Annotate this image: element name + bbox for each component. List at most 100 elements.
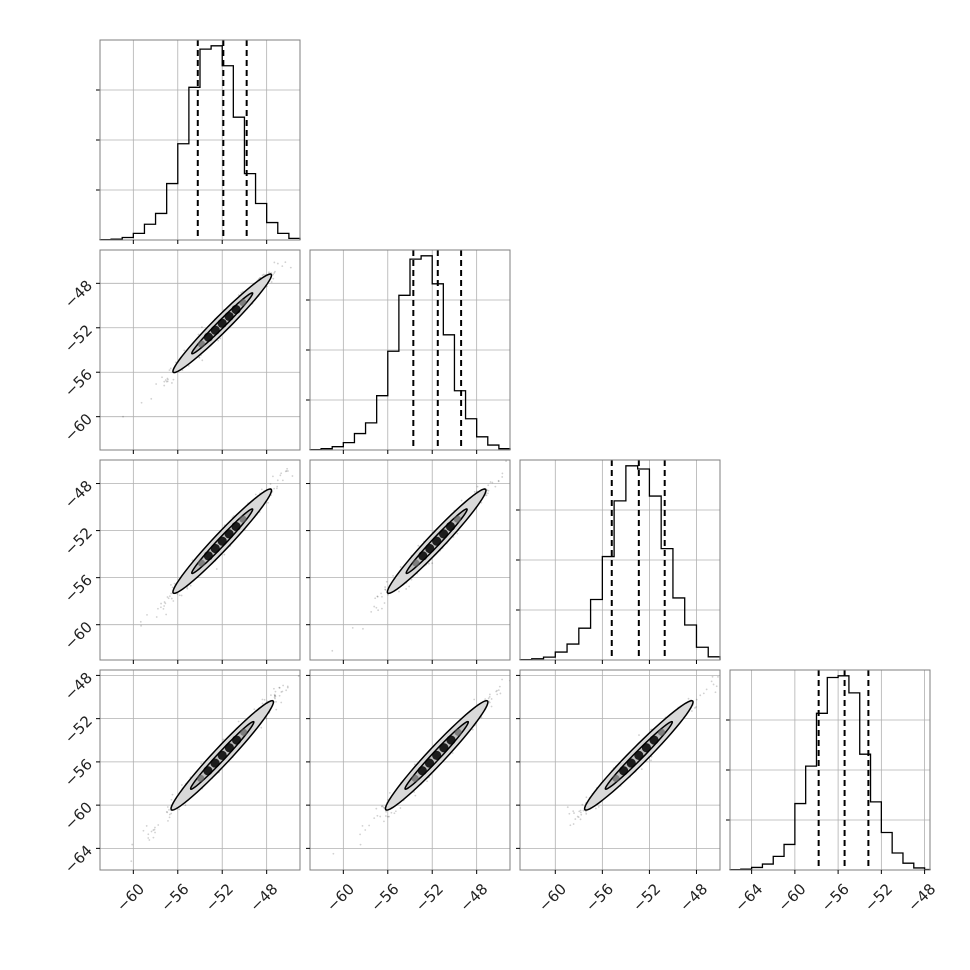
sample-point bbox=[167, 597, 170, 600]
y-tick-label: −60 bbox=[61, 410, 96, 445]
sample-point bbox=[480, 501, 483, 504]
sample-point bbox=[299, 246, 301, 248]
density-blob bbox=[453, 515, 462, 523]
density-blob bbox=[210, 325, 220, 335]
sample-point bbox=[170, 798, 173, 801]
sample-point bbox=[585, 812, 588, 815]
sample-point bbox=[471, 728, 474, 731]
sample-point bbox=[714, 691, 717, 694]
sample-point bbox=[165, 380, 168, 383]
sample-point bbox=[487, 492, 489, 495]
x-tick-label: −48 bbox=[904, 880, 939, 915]
sample-point bbox=[272, 273, 274, 276]
sample-point bbox=[165, 810, 168, 813]
histogram-steps bbox=[309, 255, 511, 451]
sample-point bbox=[142, 829, 145, 832]
sample-point bbox=[168, 808, 170, 811]
sample-point bbox=[581, 803, 584, 806]
sample-point bbox=[272, 277, 275, 280]
density-core bbox=[197, 298, 247, 348]
sample-point bbox=[725, 669, 727, 671]
sample-point bbox=[201, 359, 204, 362]
sample-point bbox=[168, 595, 171, 597]
sample-point bbox=[579, 818, 582, 821]
sample-point bbox=[572, 810, 575, 813]
sample-point bbox=[171, 586, 174, 589]
sample-point bbox=[260, 488, 263, 491]
sample-point bbox=[278, 686, 281, 689]
sample-point bbox=[273, 693, 276, 696]
sample-point bbox=[473, 698, 476, 701]
y-tick-label: −60 bbox=[61, 798, 96, 833]
sample-point bbox=[495, 690, 498, 693]
sample-point bbox=[594, 807, 597, 810]
sample-point bbox=[180, 784, 183, 786]
sample-point bbox=[280, 701, 283, 704]
sample-point bbox=[585, 796, 588, 799]
x-tick-label: −56 bbox=[367, 880, 402, 915]
sample-point bbox=[163, 601, 166, 603]
sample-point bbox=[568, 812, 571, 815]
sample-point bbox=[276, 479, 279, 482]
sample-point bbox=[273, 272, 276, 274]
panel-frame bbox=[309, 249, 511, 451]
sample-point bbox=[376, 814, 379, 817]
panel-frame bbox=[99, 39, 301, 241]
sample-point bbox=[414, 794, 417, 797]
panel-content bbox=[122, 246, 304, 418]
sample-point bbox=[274, 694, 276, 697]
x-tick-label: −56 bbox=[157, 880, 192, 915]
sample-point bbox=[388, 815, 390, 818]
sample-point bbox=[577, 816, 580, 819]
sample-point bbox=[579, 811, 582, 814]
sample-point bbox=[383, 820, 385, 823]
sample-point bbox=[578, 810, 581, 813]
sample-point bbox=[498, 685, 501, 688]
histogram-panel-3 bbox=[516, 459, 721, 664]
sample-point bbox=[302, 252, 304, 254]
sample-point bbox=[417, 544, 420, 547]
density-blob bbox=[231, 735, 242, 745]
sample-point bbox=[694, 707, 696, 709]
panel-content bbox=[331, 460, 515, 652]
sample-point bbox=[491, 481, 494, 484]
density-core bbox=[197, 515, 247, 567]
sample-point bbox=[280, 472, 283, 475]
sample-point bbox=[278, 694, 281, 697]
sample-point bbox=[166, 806, 169, 808]
density-blob bbox=[445, 521, 456, 532]
sample-point bbox=[393, 812, 396, 815]
density-blob bbox=[239, 298, 247, 307]
density-blob bbox=[438, 529, 449, 539]
sample-point bbox=[140, 401, 143, 404]
sample-point bbox=[273, 687, 275, 690]
sample-point bbox=[286, 686, 289, 689]
sample-point bbox=[262, 273, 265, 276]
sample-point bbox=[488, 693, 491, 696]
density-blob bbox=[197, 774, 205, 783]
sample-point bbox=[168, 816, 171, 819]
sample-point bbox=[497, 689, 500, 692]
sample-point bbox=[387, 593, 389, 596]
sample-point bbox=[308, 664, 310, 666]
sample-point bbox=[276, 485, 279, 488]
sample-point bbox=[490, 698, 493, 700]
sample-point bbox=[513, 463, 515, 465]
y-tick-label: −48 bbox=[61, 669, 96, 704]
sample-point bbox=[384, 588, 387, 591]
sample-point bbox=[153, 828, 156, 831]
sample-point bbox=[359, 843, 362, 846]
sample-point bbox=[261, 698, 264, 701]
sample-point bbox=[373, 817, 376, 819]
sample-point bbox=[139, 620, 142, 623]
sample-point bbox=[382, 806, 385, 809]
density-blob bbox=[203, 766, 213, 776]
sample-point bbox=[390, 811, 393, 814]
sample-point bbox=[373, 605, 376, 608]
sample-point bbox=[573, 812, 575, 814]
sample-point bbox=[268, 271, 270, 274]
sample-point bbox=[198, 356, 201, 359]
sample-point bbox=[494, 485, 497, 488]
density-blob bbox=[197, 340, 206, 348]
sample-point bbox=[392, 574, 394, 577]
